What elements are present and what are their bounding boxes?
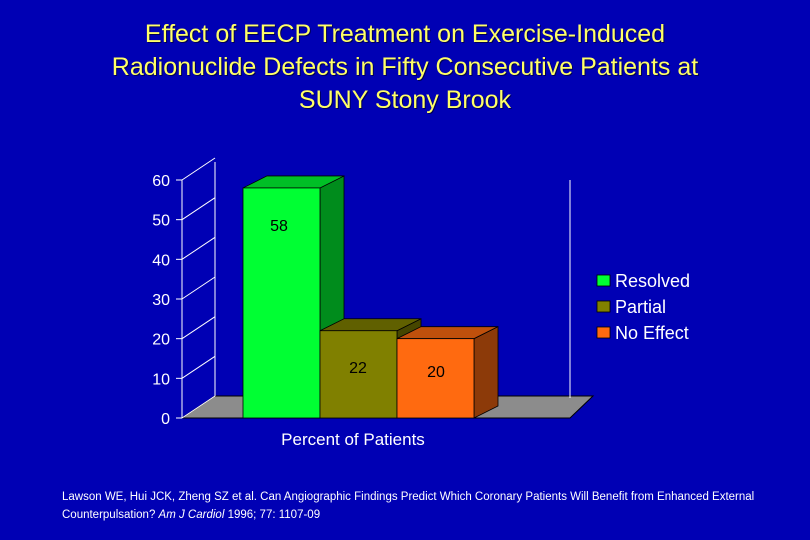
citation: Lawson WE, Hui JCK, Zheng SZ et al. Can …: [62, 488, 802, 524]
data-label-resolved: 58: [270, 218, 288, 235]
y-depth-tick: [181, 236, 216, 260]
y-depth-tick: [181, 355, 216, 379]
legend-swatch: [596, 274, 611, 287]
citation-volume: 1996; 77: 1107-09: [227, 509, 321, 521]
y-tick-label: 30: [152, 292, 170, 309]
y-depth-tick: [181, 197, 216, 221]
bar-front-face: [396, 338, 475, 419]
slide-title: Effect of EECP Treatment on Exercise-Ind…: [111, 20, 699, 114]
bar-no-effect: [396, 326, 499, 419]
y-depth-tick: [181, 157, 216, 181]
legend-item-resolved: Resolved: [596, 271, 690, 291]
y-tick-label: 40: [152, 252, 170, 269]
y-tick-label: 10: [152, 371, 170, 388]
y-depth-tick: [181, 395, 216, 419]
chart-data-labels: 58 22 20: [270, 218, 445, 381]
bar-side-face: [473, 326, 499, 419]
citation-journal: Am J Cardiol: [158, 509, 225, 521]
legend-label: Partial: [615, 297, 666, 317]
y-depth-tick: [181, 276, 216, 300]
y-tick-label: 20: [152, 332, 170, 349]
legend-item-no-effect: No Effect: [596, 323, 689, 343]
bar-front-face: [242, 187, 321, 419]
legend-swatch: [596, 326, 611, 339]
chart-legend: Resolved Partial No Effect: [596, 271, 690, 343]
legend-item-partial: Partial: [596, 297, 666, 317]
bar-resolved: [242, 175, 345, 419]
bar-front-face: [319, 330, 398, 419]
y-tick-label: 0: [161, 411, 170, 428]
chart-bars: [242, 175, 499, 419]
legend-label: Resolved: [615, 271, 690, 291]
y-depth-tick: [181, 316, 216, 340]
data-label-no-effect: 20: [427, 364, 445, 381]
legend-swatch: [596, 300, 611, 313]
x-axis-label: Percent of Patients: [281, 430, 425, 449]
y-tick-label: 50: [152, 213, 170, 230]
citation-text: Lawson WE, Hui JCK, Zheng SZ et al. Can …: [62, 491, 755, 521]
y-tick-label: 60: [152, 173, 170, 190]
legend-label: No Effect: [615, 323, 689, 343]
data-label-partial: 22: [349, 360, 367, 377]
